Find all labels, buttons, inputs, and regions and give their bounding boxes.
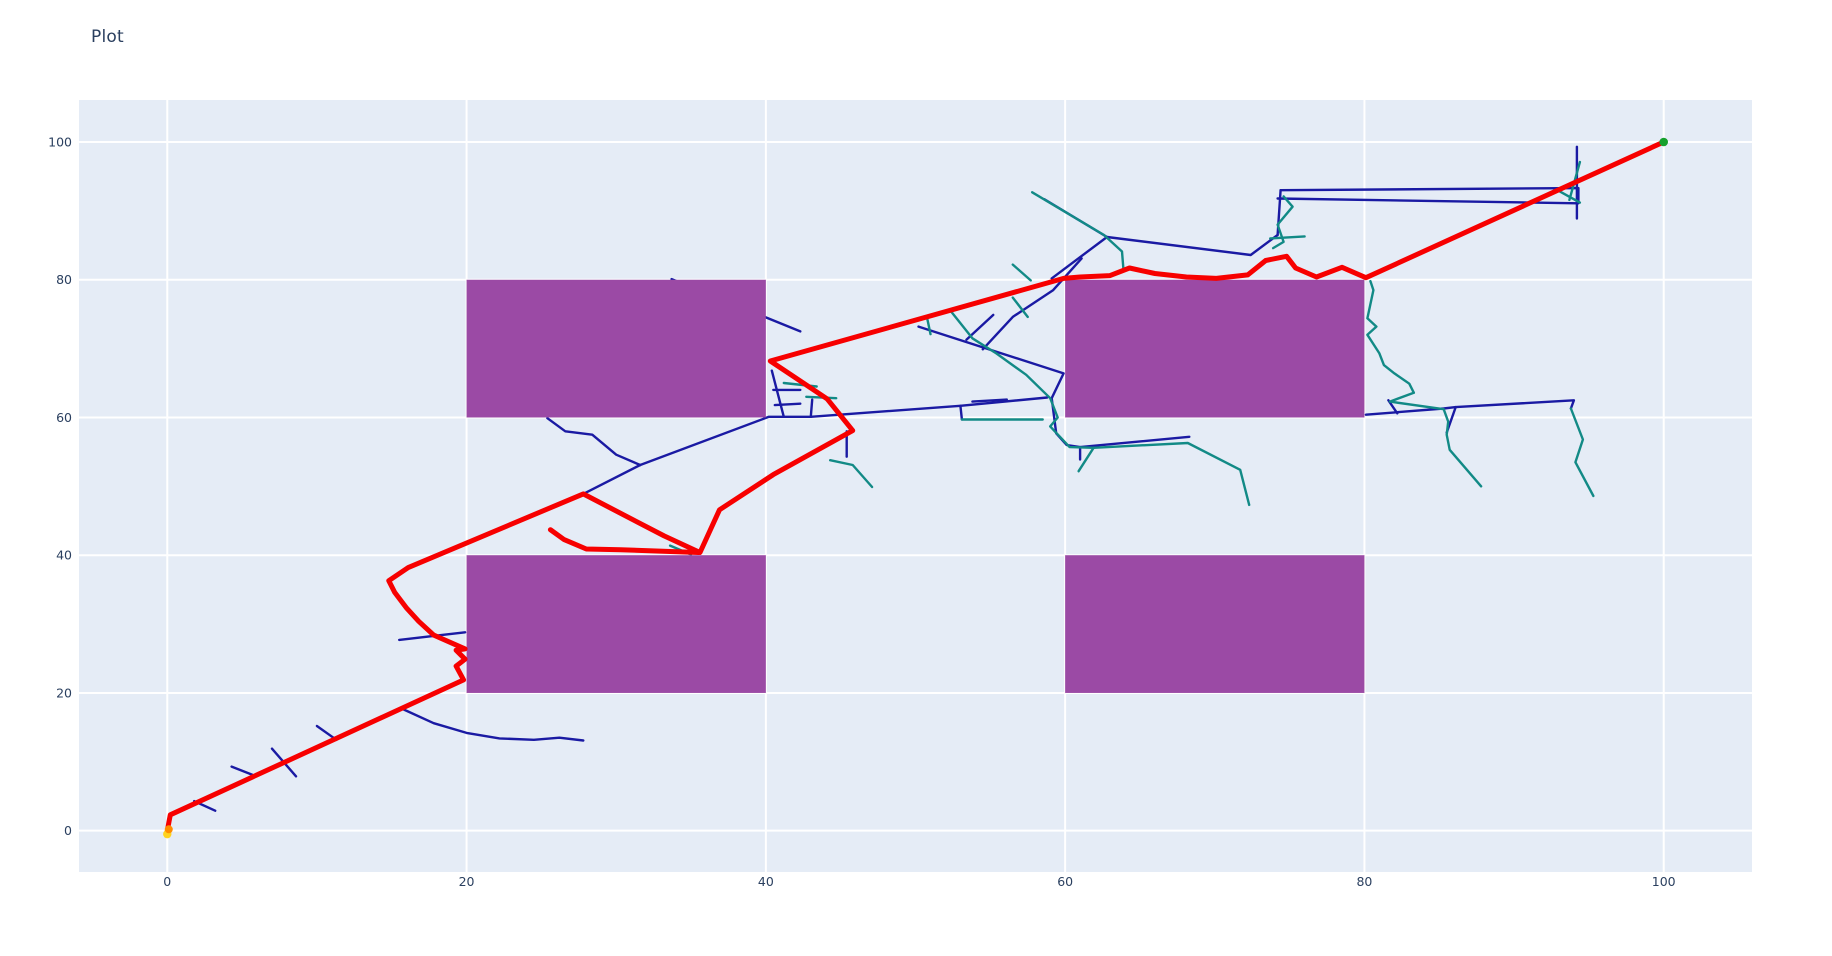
tree-branch-navy xyxy=(959,396,1049,407)
goal-point xyxy=(1659,137,1669,147)
endpoint-markers xyxy=(163,137,1669,839)
start-point xyxy=(164,825,173,834)
x-tick-label: 20 xyxy=(459,874,475,889)
obstacle-rect xyxy=(466,279,766,418)
tree-branch-navy xyxy=(1364,405,1457,434)
tree-branch-teal xyxy=(948,308,1095,449)
tree-branch-navy xyxy=(809,398,814,418)
obstacle-rect xyxy=(466,555,766,693)
tree-branch-teal xyxy=(1268,235,1306,240)
solution-path xyxy=(547,527,701,555)
tree-branch-navy xyxy=(773,402,802,407)
tree-branch-teal xyxy=(1092,441,1251,507)
tree-branch-navy xyxy=(582,463,642,496)
tree-branch-teal xyxy=(926,318,932,336)
x-tick-label: 100 xyxy=(1652,874,1676,889)
x-tick-label: 40 xyxy=(758,874,774,889)
y-tick-label: 80 xyxy=(56,272,72,287)
tree-branch-teal xyxy=(1388,391,1483,488)
y-tick-label: 40 xyxy=(56,548,72,563)
tree-branch-teal xyxy=(1011,296,1029,319)
tree-branch-teal-layer xyxy=(668,160,1595,556)
gridlines xyxy=(79,100,1752,872)
tree-branch-teal xyxy=(1030,191,1125,272)
search-tree xyxy=(192,145,1595,812)
x-tick-label: 0 xyxy=(163,874,171,889)
tree-branch-teal xyxy=(1271,195,1294,250)
obstacle-rect xyxy=(1065,279,1365,418)
y-axis-ticks: 0 20 40 60 80 100 xyxy=(48,135,72,839)
x-tick-label: 60 xyxy=(1057,874,1073,889)
tree-branch-navy xyxy=(1078,435,1191,449)
x-axis-ticks: 0 20 40 60 80 100 xyxy=(163,874,1675,889)
solution-path xyxy=(164,139,1667,834)
tree-branch-navy xyxy=(230,765,254,777)
tree-branch-navy xyxy=(770,369,785,418)
tree-branch-teal xyxy=(1569,407,1595,498)
tree-branch-teal xyxy=(1011,263,1032,282)
y-tick-label: 20 xyxy=(56,685,72,700)
tree-branch-navy xyxy=(971,398,1008,403)
tree-branch-navy xyxy=(1454,399,1576,410)
y-tick-label: 100 xyxy=(48,135,72,150)
obstacle-rect xyxy=(1065,555,1365,693)
tree-branch-navy xyxy=(1050,235,1109,280)
tree-branch-teal xyxy=(1077,446,1095,473)
tree-branch-navy xyxy=(546,417,642,467)
tree-branch-navy xyxy=(981,257,1083,351)
tree-branch-teal xyxy=(1366,279,1416,394)
plot-title: Plot xyxy=(91,27,124,47)
tree-branch-teal xyxy=(829,459,874,489)
y-tick-label: 60 xyxy=(56,410,72,425)
y-tick-label: 0 xyxy=(64,823,72,838)
x-tick-label: 80 xyxy=(1356,874,1372,889)
obstacles xyxy=(466,279,1365,693)
solution-path-layer xyxy=(164,139,1667,834)
tree-branch-teal xyxy=(1556,188,1582,204)
tree-branch-navy xyxy=(402,708,585,742)
tree-branch-navy xyxy=(1276,186,1580,205)
